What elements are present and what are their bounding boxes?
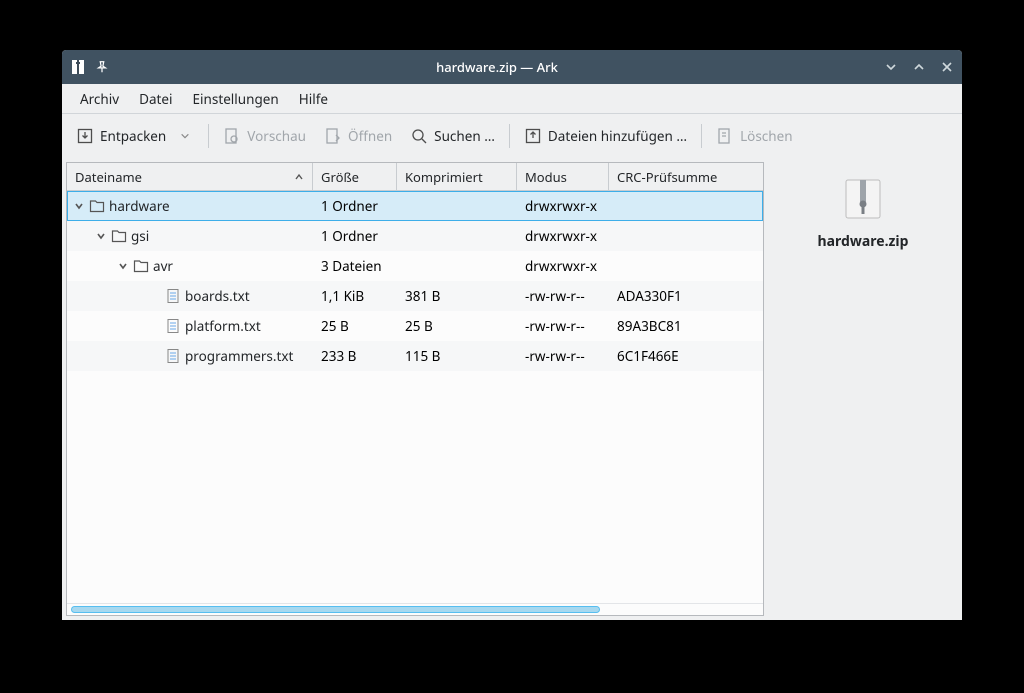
cell-mode: -rw-rw-r--	[517, 347, 609, 365]
add-files-button[interactable]: Dateien hinzufügen …	[516, 121, 695, 151]
content-area: DateinameGrößeKomprimiertModusCRC-Prüfsu…	[62, 158, 962, 620]
extract-icon	[76, 127, 94, 145]
close-button[interactable]	[940, 60, 954, 74]
cell-mode: -rw-rw-r--	[517, 287, 609, 305]
add-files-label: Dateien hinzufügen …	[548, 127, 687, 145]
horizontal-scrollbar[interactable]	[67, 603, 763, 615]
menu-file[interactable]: Datei	[129, 86, 182, 112]
cell-crc: 6C1F466E	[609, 347, 755, 365]
column-header-name[interactable]: Dateiname	[67, 163, 313, 190]
add-files-icon	[524, 127, 542, 145]
titlebar[interactable]: hardware.zip — Ark	[62, 50, 962, 84]
file-name-label: programmers.txt	[185, 347, 293, 365]
scroll-thumb[interactable]	[71, 606, 600, 613]
search-label: Suchen …	[434, 127, 495, 145]
file-name-label: hardware	[109, 197, 170, 215]
app-icon	[70, 59, 86, 75]
tree-file-row[interactable]: platform.txt25 B25 B-rw-rw-r--89A3BC81	[67, 311, 763, 341]
archive-icon	[840, 176, 886, 222]
file-name-label: boards.txt	[185, 287, 250, 305]
menu-help[interactable]: Hilfe	[289, 86, 338, 112]
menubar: Archiv Datei Einstellungen Hilfe	[62, 84, 962, 114]
folder-icon	[89, 198, 105, 214]
archive-filename: hardware.zip	[818, 232, 909, 251]
cell-mode: drwxrwxr-x	[517, 257, 609, 275]
cell-compressed: 25 B	[397, 317, 517, 335]
expander-icon[interactable]	[95, 230, 107, 242]
text-file-icon	[165, 288, 181, 304]
text-file-icon	[165, 348, 181, 364]
cell-mode: drwxrwxr-x	[517, 197, 609, 215]
search-button[interactable]: Suchen …	[402, 121, 503, 151]
column-header-size[interactable]: Größe	[313, 163, 397, 190]
expander-icon[interactable]	[117, 260, 129, 272]
file-name-label: gsi	[131, 227, 149, 245]
tree-folder-row[interactable]: gsi 1 Ordner drwxrwxr-x	[67, 221, 763, 251]
preview-label: Vorschau	[247, 127, 306, 145]
cell-size: 25 B	[313, 317, 397, 335]
extract-label: Entpacken	[100, 127, 166, 145]
column-header-mode[interactable]: Modus	[517, 163, 609, 190]
pin-icon[interactable]	[94, 59, 110, 75]
folder-icon	[133, 258, 149, 274]
delete-icon	[716, 127, 734, 145]
toolbar-separator	[509, 124, 510, 148]
cell-compressed: 115 B	[397, 347, 517, 365]
cell-size: 1,1 KiB	[313, 287, 397, 305]
menu-settings[interactable]: Einstellungen	[183, 86, 289, 112]
cell-mode: -rw-rw-r--	[517, 317, 609, 335]
file-name-label: platform.txt	[185, 317, 261, 335]
tree-folder-row[interactable]: avr 3 Dateien drwxrwxr-x	[67, 251, 763, 281]
tree-body[interactable]: hardware 1 Ordner drwxrwxr-x gsi 1 Ordner drw…	[67, 191, 763, 603]
column-header-crc[interactable]: CRC-Prüfsumme	[609, 163, 755, 190]
open-icon	[324, 127, 342, 145]
tree-file-row[interactable]: boards.txt 1,1 KiB381 B-rw-rw-r--ADA330F1	[67, 281, 763, 311]
open-button: Öffnen	[316, 121, 400, 151]
menu-archive[interactable]: Archiv	[70, 86, 129, 112]
cell-mode: drwxrwxr-x	[517, 227, 609, 245]
tree-folder-row[interactable]: hardware 1 Ordner drwxrwxr-x	[67, 191, 763, 221]
cell-size: 3 Dateien	[313, 257, 397, 275]
delete-button: Löschen	[708, 121, 801, 151]
preview-button: Vorschau	[215, 121, 314, 151]
tree-header: DateinameGrößeKomprimiertModusCRC-Prüfsu…	[67, 163, 763, 191]
preview-icon	[223, 127, 241, 145]
expander-icon[interactable]	[73, 200, 85, 212]
cell-compressed: 381 B	[397, 287, 517, 305]
search-icon	[410, 127, 428, 145]
cell-size: 1 Ordner	[313, 197, 397, 215]
tree-file-row[interactable]: programmers.txt 233 B115 B-rw-rw-r--6C1F4…	[67, 341, 763, 371]
cell-crc: 89A3BC81	[609, 317, 755, 335]
info-pane: hardware.zip	[768, 162, 958, 616]
text-file-icon	[165, 318, 181, 334]
ark-window: hardware.zip — Ark Archiv Datei Einstell…	[62, 50, 962, 620]
cell-size: 1 Ordner	[313, 227, 397, 245]
toolbar-separator	[701, 124, 702, 148]
sort-ascending-icon	[294, 168, 304, 186]
maximize-button[interactable]	[912, 60, 926, 74]
open-label: Öffnen	[348, 127, 392, 145]
toolbar: Entpacken Vorschau Öffnen Suchen …	[62, 114, 962, 158]
chevron-down-icon[interactable]	[176, 127, 194, 145]
window-title: hardware.zip — Ark	[110, 58, 884, 76]
toolbar-separator	[208, 124, 209, 148]
column-header-compressed[interactable]: Komprimiert	[397, 163, 517, 190]
folder-icon	[111, 228, 127, 244]
cell-size: 233 B	[313, 347, 397, 365]
delete-label: Löschen	[740, 127, 793, 145]
file-tree-pane: DateinameGrößeKomprimiertModusCRC-Prüfsu…	[66, 162, 764, 616]
extract-button[interactable]: Entpacken	[68, 121, 202, 151]
cell-crc: ADA330F1	[609, 287, 755, 305]
file-name-label: avr	[153, 257, 173, 275]
minimize-button[interactable]	[884, 60, 898, 74]
